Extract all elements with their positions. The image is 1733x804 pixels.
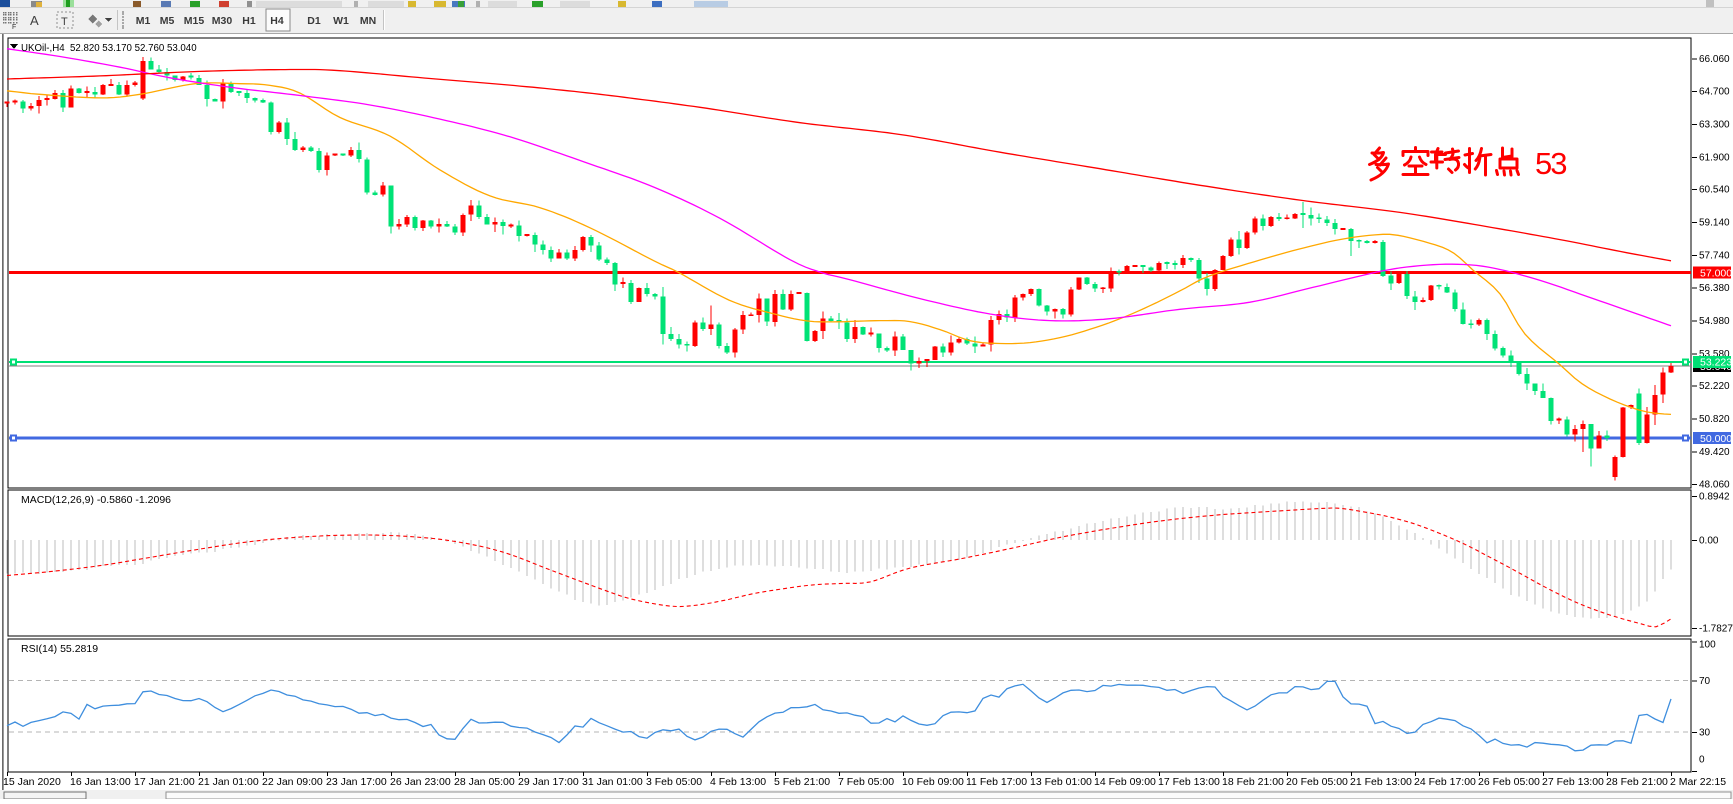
svg-text:49.420: 49.420 xyxy=(1699,447,1730,458)
svg-text:56.380: 56.380 xyxy=(1699,283,1730,294)
svg-text:31 Jan 01:00: 31 Jan 01:00 xyxy=(582,776,643,788)
svg-text:MN: MN xyxy=(360,15,376,27)
svg-text:4 Feb 13:00: 4 Feb 13:00 xyxy=(710,776,766,788)
svg-text:W1: W1 xyxy=(333,15,349,27)
svg-text:66.060: 66.060 xyxy=(1699,54,1730,65)
svg-text:52.220: 52.220 xyxy=(1699,381,1730,392)
svg-text:57.740: 57.740 xyxy=(1699,251,1730,262)
svg-text:14 Feb 09:00: 14 Feb 09:00 xyxy=(1094,776,1156,788)
svg-text:50.000: 50.000 xyxy=(1700,433,1732,445)
svg-text:53: 53 xyxy=(1535,146,1566,181)
svg-text:60.540: 60.540 xyxy=(1699,185,1730,196)
svg-text:21 Feb 13:00: 21 Feb 13:00 xyxy=(1350,776,1412,788)
svg-text:17 Jan 21:00: 17 Jan 21:00 xyxy=(134,776,195,788)
svg-text:21 Jan 01:00: 21 Jan 01:00 xyxy=(198,776,259,788)
svg-text:50.820: 50.820 xyxy=(1699,414,1730,425)
svg-text:63.300: 63.300 xyxy=(1699,119,1730,130)
svg-text:28 Feb 21:00: 28 Feb 21:00 xyxy=(1606,776,1668,788)
svg-text:29 Jan 17:00: 29 Jan 17:00 xyxy=(518,776,579,788)
svg-text:26 Feb 05:00: 26 Feb 05:00 xyxy=(1478,776,1540,788)
svg-text:M15: M15 xyxy=(184,15,205,27)
svg-text:48.060: 48.060 xyxy=(1699,479,1730,490)
svg-text:59.140: 59.140 xyxy=(1699,218,1730,229)
svg-text:M5: M5 xyxy=(160,15,175,27)
svg-text:54.980: 54.980 xyxy=(1699,316,1730,327)
svg-text:22 Jan 09:00: 22 Jan 09:00 xyxy=(262,776,323,788)
svg-text:70: 70 xyxy=(1699,676,1711,687)
svg-text:100: 100 xyxy=(1699,640,1716,651)
svg-text:26 Jan 23:00: 26 Jan 23:00 xyxy=(390,776,451,788)
svg-text:11 Feb 17:00: 11 Feb 17:00 xyxy=(966,776,1027,788)
svg-text:H1: H1 xyxy=(242,15,256,27)
svg-text:20 Feb 05:00: 20 Feb 05:00 xyxy=(1286,776,1348,788)
svg-text:0.00: 0.00 xyxy=(1699,536,1719,547)
svg-text:28 Jan 05:00: 28 Jan 05:00 xyxy=(454,776,515,788)
svg-text:UKOil-,H4 52.820 53.170 52.76: UKOil-,H4 52.820 53.170 52.760 53.040 xyxy=(21,43,197,54)
svg-text:A: A xyxy=(30,13,39,28)
svg-text:13 Feb 01:00: 13 Feb 01:00 xyxy=(1030,776,1092,788)
svg-text:30: 30 xyxy=(1699,728,1711,739)
svg-text:H4: H4 xyxy=(270,15,284,27)
svg-text:-1.7827: -1.7827 xyxy=(1699,623,1733,634)
svg-text:MACD(12,26,9) -0.5860 -1.2096: MACD(12,26,9) -0.5860 -1.2096 xyxy=(21,494,171,506)
svg-text:64.700: 64.700 xyxy=(1699,86,1730,97)
svg-text:10 Feb 09:00: 10 Feb 09:00 xyxy=(902,776,964,788)
svg-text:0: 0 xyxy=(1699,755,1705,766)
svg-text:3 Feb 05:00: 3 Feb 05:00 xyxy=(646,776,702,788)
svg-text:53.223: 53.223 xyxy=(1700,357,1732,369)
svg-text:5 Feb 21:00: 5 Feb 21:00 xyxy=(774,776,830,788)
svg-text:24 Feb 17:00: 24 Feb 17:00 xyxy=(1414,776,1476,788)
svg-text:17 Feb 13:00: 17 Feb 13:00 xyxy=(1158,776,1220,788)
svg-text:0.8942: 0.8942 xyxy=(1699,491,1730,502)
svg-text:7 Feb 05:00: 7 Feb 05:00 xyxy=(838,776,894,788)
svg-text:16 Jan 13:00: 16 Jan 13:00 xyxy=(70,776,131,788)
svg-text:D1: D1 xyxy=(307,15,321,27)
svg-text:RSI(14) 55.2819: RSI(14) 55.2819 xyxy=(21,643,98,655)
svg-text:18 Feb 21:00: 18 Feb 21:00 xyxy=(1222,776,1284,788)
svg-text:53.580: 53.580 xyxy=(1699,349,1730,360)
svg-text:15 Jan 2020: 15 Jan 2020 xyxy=(3,776,61,788)
svg-text:T: T xyxy=(61,16,68,28)
svg-text:F: F xyxy=(12,24,16,31)
svg-text:23 Jan 17:00: 23 Jan 17:00 xyxy=(326,776,387,788)
svg-text:M1: M1 xyxy=(136,15,151,27)
svg-text:2 Mar 22:15: 2 Mar 22:15 xyxy=(1670,776,1726,788)
svg-text:61.900: 61.900 xyxy=(1699,152,1730,163)
svg-text:27 Feb 13:00: 27 Feb 13:00 xyxy=(1542,776,1604,788)
svg-text:M30: M30 xyxy=(212,15,233,27)
svg-text:57.000: 57.000 xyxy=(1700,268,1732,280)
